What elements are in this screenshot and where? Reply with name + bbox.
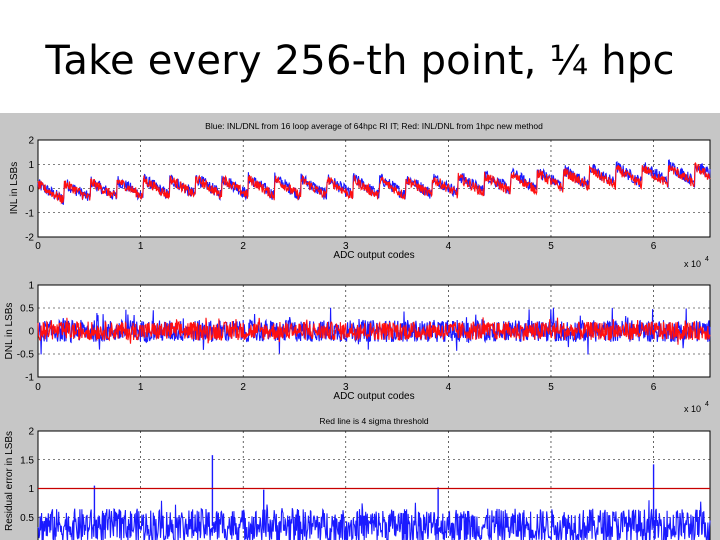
y-tick-label: 0 <box>28 184 34 195</box>
residual-y-tick-labels: 2 1.5 1 0.5 <box>20 427 34 524</box>
inl-axes: Blue: INL/DNL from 16 loop average of 64… <box>9 121 711 269</box>
series-line-red <box>37 317 711 345</box>
inl-y-tick-labels: 2 1 0 -1 -2 <box>25 136 34 244</box>
y-tick-label: -0.5 <box>17 350 35 361</box>
y-tick-label: -1 <box>25 208 34 219</box>
x-tick-label: 4 <box>446 241 452 252</box>
inl-grid <box>37 139 710 238</box>
dnl-x-axis-label: ADC output codes <box>333 391 414 402</box>
y-tick-label: 0.5 <box>20 304 34 315</box>
dnl-x-multiplier: x 10 <box>684 404 701 414</box>
inl-x-tick-labels: 0 1 2 3 4 5 6 <box>35 241 657 252</box>
x-tick-label: 0 <box>35 382 41 393</box>
residual-series <box>37 455 711 540</box>
inl-series <box>37 159 711 205</box>
x-tick-label: 3 <box>343 241 349 252</box>
dnl-x-tick-labels: 0 1 2 3 4 5 6 <box>35 382 657 393</box>
inl-x-axis-label: ADC output codes <box>333 250 414 261</box>
y-tick-label: 0.5 <box>20 513 34 524</box>
x-tick-label: 5 <box>548 241 554 252</box>
matlab-figure: Blue: INL/DNL from 16 loop average of 64… <box>4 121 711 540</box>
dnl-y-axis-label: DNL in LSBs <box>4 303 15 360</box>
y-tick-label: 1 <box>28 281 34 292</box>
residual-axes: Red line is 4 sigma threshold 2 1.5 1 0.5 R… <box>4 416 711 540</box>
x-tick-label: 1 <box>138 241 144 252</box>
y-tick-label: 1.5 <box>20 455 34 466</box>
dnl-y-tick-labels: 1 0.5 0 -0.5 -1 <box>17 281 35 384</box>
x-tick-label: 6 <box>651 382 657 393</box>
x-tick-label: 1 <box>138 382 144 393</box>
x-tick-label: 6 <box>651 241 657 252</box>
x-tick-label: 2 <box>240 382 246 393</box>
residual-chart-title: Red line is 4 sigma threshold <box>319 416 428 426</box>
y-tick-label: 1 <box>28 484 34 495</box>
slide-title: Take every 256-th point, ¼ hpc <box>45 38 675 84</box>
x-tick-label: 2 <box>240 241 246 252</box>
y-tick-label: -1 <box>25 373 34 384</box>
series-line-red <box>37 162 711 205</box>
y-tick-label: 0 <box>28 327 34 338</box>
x-tick-label: 5 <box>548 382 554 393</box>
dnl-series <box>37 307 711 355</box>
x-tick-label: 4 <box>446 382 452 393</box>
y-tick-label: -2 <box>25 233 34 244</box>
dnl-axes: 1 0.5 0 -0.5 -1 0 1 2 3 4 5 6 ADC output codes x 1… <box>4 281 711 414</box>
y-tick-label: 2 <box>28 136 34 147</box>
inl-x-exponent: 4 <box>705 256 709 263</box>
x-tick-label: 3 <box>343 382 349 393</box>
inl-chart-title: Blue: INL/DNL from 16 loop average of 64… <box>205 121 543 131</box>
x-tick-label: 0 <box>35 241 41 252</box>
inl-y-axis-label: INL in LSBs <box>9 162 20 214</box>
residual-y-axis-label: Residual error in LSBs <box>4 431 15 531</box>
y-tick-label: 1 <box>28 160 34 171</box>
inl-x-multiplier: x 10 <box>684 259 701 269</box>
series-line-blue <box>37 500 711 540</box>
series-line-blue <box>37 307 711 355</box>
dnl-x-exponent: 4 <box>705 401 709 408</box>
y-tick-label: 2 <box>28 427 34 438</box>
